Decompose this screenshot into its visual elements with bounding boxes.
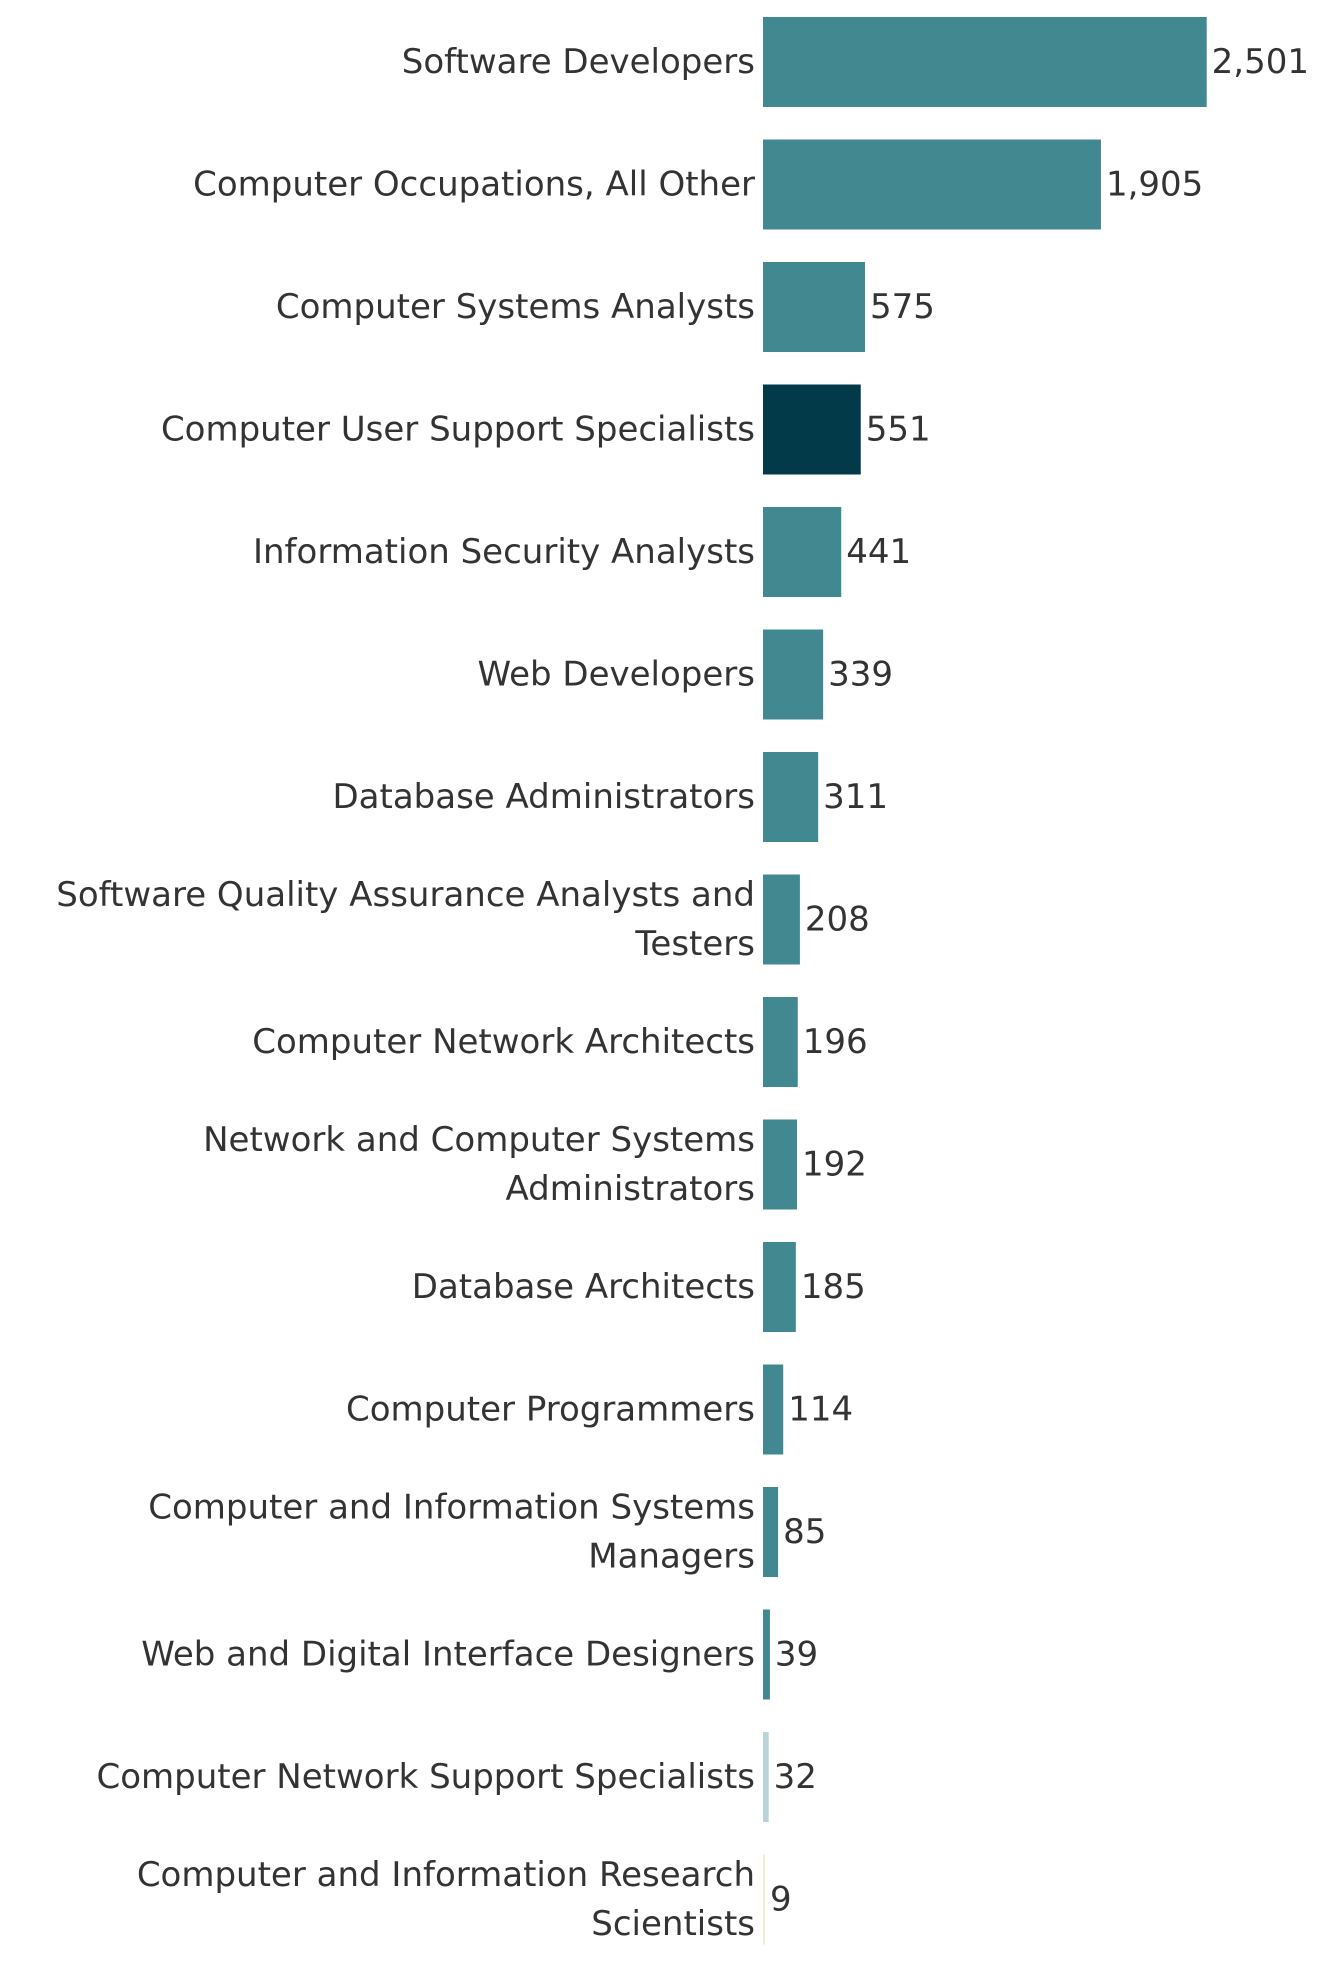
value-label: 339 [828,655,893,695]
category-label: Computer User Support Specialists [161,410,755,450]
value-label: 85 [783,1512,826,1552]
category-label: Database Administrators [332,777,755,817]
category-label: Computer and Information Research Scienti… [137,1855,755,1944]
value-label: 39 [775,1635,818,1675]
bar [763,1732,769,1822]
bar [763,997,798,1087]
category-label: Information Security Analysts [253,532,755,572]
category-label: Computer Systems Analysts [276,287,755,327]
bar [763,1364,784,1455]
bar [763,1609,770,1700]
value-label: 208 [805,900,870,940]
value-label: 196 [803,1022,868,1062]
bar [763,507,842,597]
value-label: 114 [788,1390,853,1430]
bar [763,384,861,475]
category-label: Web Developers [477,655,755,695]
value-label: 185 [801,1267,866,1307]
value-label: 32 [774,1757,817,1797]
bar [763,1854,765,1945]
bar [763,262,866,352]
category-label: Computer Network Support Specialists [96,1757,755,1797]
category-label: Computer Network Architects [252,1022,755,1062]
bar [763,17,1207,107]
category-label: Database Architects [412,1267,755,1307]
value-label: 192 [802,1145,867,1185]
bar [763,139,1101,230]
value-label: 441 [846,532,911,572]
bar [763,1487,779,1577]
value-label: 575 [870,287,935,327]
value-label: 9 [770,1880,792,1920]
category-label: Web and Digital Interface Designers [141,1635,755,1675]
bar [763,1242,796,1332]
value-label: 311 [823,777,888,817]
category-label: Computer Occupations, All Other [193,165,755,205]
bar [763,874,800,965]
category-label: Computer and Information Systems Managers [148,1488,755,1577]
category-label: Computer Programmers [346,1390,755,1430]
value-label: 551 [866,410,931,450]
bar [763,629,824,720]
bar [763,1119,798,1210]
bar [763,752,819,842]
category-label: Software Developers [402,42,755,82]
category-label: Network and Computer Systems Administrato… [203,1120,755,1209]
value-label: 2,501 [1212,42,1309,82]
value-label: 1,905 [1106,165,1203,205]
category-label: Software Quality Assurance Analysts and T… [56,875,755,964]
